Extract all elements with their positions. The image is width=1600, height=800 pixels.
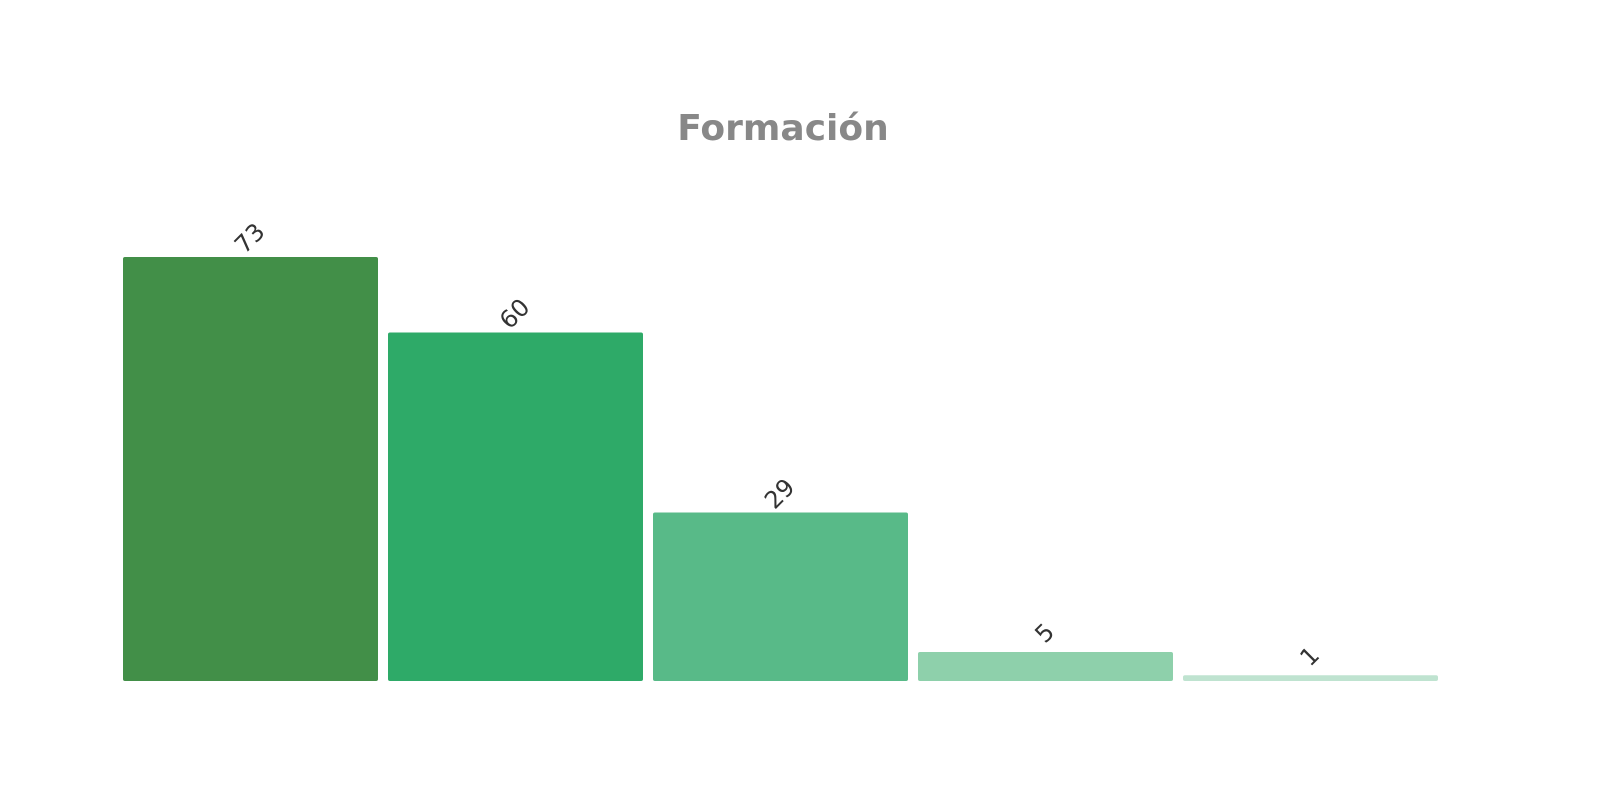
bar [123, 257, 378, 681]
value-label: 1 [1294, 641, 1325, 672]
bar [388, 332, 643, 681]
value-label: 29 [759, 473, 800, 514]
bar [918, 651, 1173, 681]
bar [1183, 675, 1438, 681]
chart-title: Formación [677, 108, 888, 149]
bar [653, 512, 908, 681]
value-label: 60 [494, 293, 535, 334]
value-label: 73 [229, 218, 270, 259]
value-label: 5 [1029, 618, 1060, 649]
